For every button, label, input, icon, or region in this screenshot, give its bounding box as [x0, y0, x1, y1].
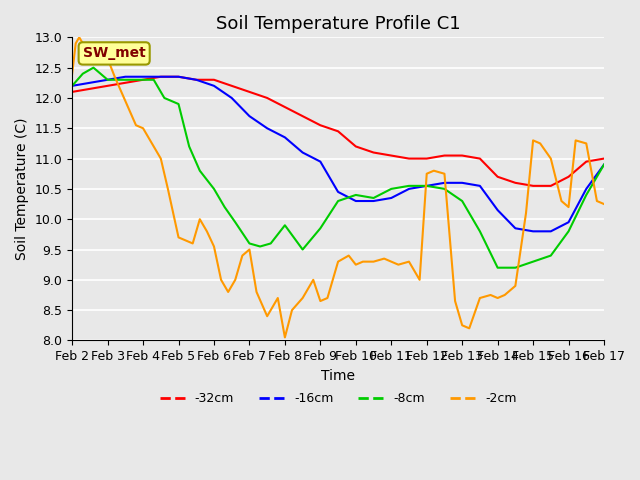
- Y-axis label: Soil Temperature (C): Soil Temperature (C): [15, 118, 29, 260]
- X-axis label: Time: Time: [321, 369, 355, 383]
- Title: Soil Temperature Profile C1: Soil Temperature Profile C1: [216, 15, 460, 33]
- Legend: -32cm, -16cm, -8cm, -2cm: -32cm, -16cm, -8cm, -2cm: [155, 387, 522, 410]
- Text: SW_met: SW_met: [83, 47, 145, 60]
